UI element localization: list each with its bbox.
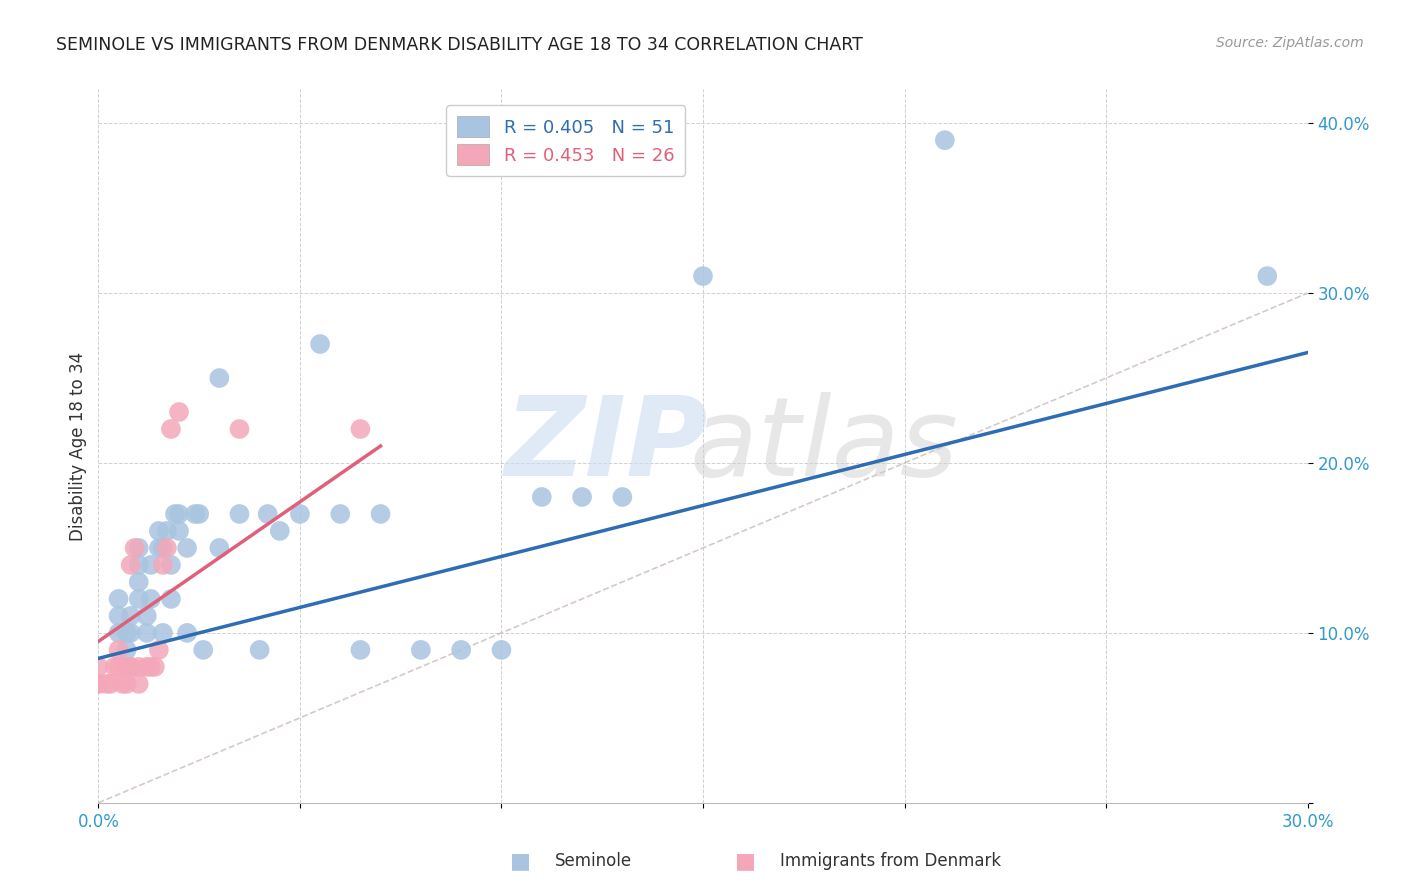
Point: [111, 677, 134, 691]
Text: SEMINOLE VS IMMIGRANTS FROM DENMARK DISABILITY AGE 18 TO 34 CORRELATION CHART: SEMINOLE VS IMMIGRANTS FROM DENMARK DISA…: [56, 36, 863, 54]
Point: [135, 626, 157, 640]
Point: [309, 337, 332, 351]
Point: [152, 558, 174, 572]
Point: [269, 524, 291, 538]
Point: [249, 643, 271, 657]
Point: [152, 541, 174, 555]
Point: [571, 490, 593, 504]
Text: Immigrants from Denmark: Immigrants from Denmark: [780, 852, 1001, 870]
Point: [139, 558, 162, 572]
Point: [107, 660, 129, 674]
Text: ■: ■: [735, 851, 755, 871]
Point: [160, 558, 183, 572]
Point: [156, 524, 179, 538]
Text: ZIP: ZIP: [505, 392, 709, 500]
Text: Seminole: Seminole: [555, 852, 633, 870]
Point: [148, 643, 170, 657]
Point: [128, 677, 150, 691]
Point: [1256, 269, 1278, 284]
Point: [349, 643, 371, 657]
Point: [176, 541, 198, 555]
Point: [228, 422, 250, 436]
Point: [100, 677, 122, 691]
Point: [228, 507, 250, 521]
Point: [120, 558, 142, 572]
Point: [152, 626, 174, 640]
Point: [120, 608, 142, 623]
Text: ■: ■: [510, 851, 530, 871]
Point: [409, 643, 432, 657]
Point: [156, 541, 179, 555]
Point: [115, 643, 138, 657]
Point: [135, 608, 157, 623]
Point: [167, 524, 190, 538]
Point: [256, 507, 278, 521]
Point: [148, 524, 170, 538]
Point: [115, 660, 138, 674]
Point: [163, 507, 186, 521]
Point: [120, 660, 142, 674]
Point: [87, 677, 110, 691]
Point: [128, 591, 150, 606]
Point: [167, 507, 190, 521]
Point: [87, 677, 110, 691]
Point: [115, 626, 138, 640]
Point: [692, 269, 714, 284]
Point: [128, 574, 150, 589]
Point: [107, 643, 129, 657]
Point: [135, 660, 157, 674]
Point: [96, 677, 118, 691]
Point: [184, 507, 207, 521]
Point: [107, 626, 129, 640]
Point: [148, 541, 170, 555]
Point: [176, 626, 198, 640]
Point: [143, 660, 166, 674]
Point: [491, 643, 513, 657]
Point: [115, 677, 138, 691]
Point: [450, 643, 472, 657]
Point: [160, 591, 183, 606]
Text: Source: ZipAtlas.com: Source: ZipAtlas.com: [1216, 36, 1364, 50]
Point: [370, 507, 392, 521]
Point: [139, 660, 162, 674]
Point: [120, 660, 142, 674]
Point: [107, 608, 129, 623]
Point: [329, 507, 352, 521]
Legend: R = 0.405   N = 51, R = 0.453   N = 26: R = 0.405 N = 51, R = 0.453 N = 26: [446, 105, 685, 176]
Point: [124, 541, 146, 555]
Point: [128, 541, 150, 555]
Point: [208, 371, 231, 385]
Point: [87, 660, 110, 674]
Point: [934, 133, 956, 147]
Y-axis label: Disability Age 18 to 34: Disability Age 18 to 34: [69, 351, 87, 541]
Point: [193, 643, 215, 657]
Point: [612, 490, 634, 504]
Point: [103, 660, 125, 674]
Point: [160, 422, 183, 436]
Point: [208, 541, 231, 555]
Point: [107, 591, 129, 606]
Point: [530, 490, 553, 504]
Point: [139, 591, 162, 606]
Text: atlas: atlas: [689, 392, 959, 500]
Point: [120, 626, 142, 640]
Point: [288, 507, 311, 521]
Point: [167, 405, 190, 419]
Point: [128, 558, 150, 572]
Point: [349, 422, 371, 436]
Point: [128, 660, 150, 674]
Point: [188, 507, 211, 521]
